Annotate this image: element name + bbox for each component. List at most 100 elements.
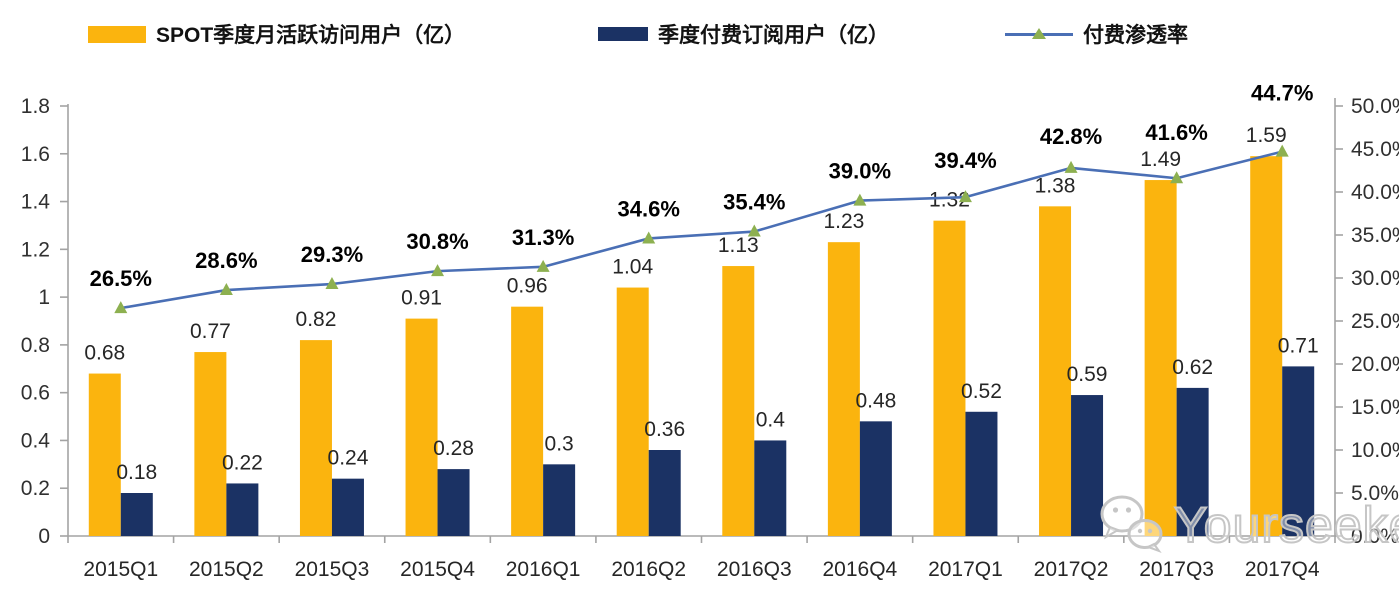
y-axis-left-tick-label: 0.2	[21, 477, 50, 500]
bar-subscribers-value-label: 0.59	[1067, 363, 1108, 386]
y-axis-right-tick-label: 25.0%	[1351, 310, 1399, 333]
penetration-value-label: 34.6%	[618, 196, 680, 221]
y-axis-right-tick-label: 30.0%	[1351, 267, 1399, 290]
bar-subscribers-value-label: 0.22	[222, 451, 263, 474]
penetration-value-label: 39.0%	[829, 159, 891, 184]
bar-mau-value-label: 1.32	[929, 189, 970, 212]
penetration-value-label: 39.4%	[934, 148, 996, 173]
bar-subscribers	[648, 450, 681, 536]
bar-mau-value-label: 1.59	[1246, 124, 1287, 147]
penetration-line-marker	[431, 264, 445, 277]
bar-mau	[827, 242, 860, 536]
bar-subscribers	[1176, 387, 1209, 536]
x-axis-category-label: 2015Q3	[295, 558, 370, 581]
triangle-marker-icon	[1032, 28, 1046, 39]
penetration-value-label: 42.8%	[1040, 124, 1102, 149]
y-axis-right-tick-label: 40.0%	[1351, 181, 1399, 204]
y-axis-left-tick-label: 1.2	[21, 238, 50, 261]
y-axis-left-tick-label: 1.4	[21, 191, 51, 214]
y-axis-right-tick-label: 35.0%	[1351, 224, 1399, 247]
penetration-legend-label: 付费渗透率	[1083, 24, 1188, 47]
y-axis-right-tick-label: 45.0%	[1351, 138, 1399, 161]
bar-mau	[88, 373, 121, 536]
bar-mau	[1039, 206, 1072, 537]
y-axis-left-tick-label: 0.4	[21, 429, 51, 452]
bar-mau-value-label: 0.96	[507, 275, 548, 298]
x-axis-category-label: 2016Q1	[506, 558, 581, 581]
legend-item-subscribers: 季度付费订阅用户（亿）	[598, 19, 889, 49]
penetration-value-label: 29.3%	[301, 242, 363, 267]
bar-mau	[933, 220, 966, 536]
penetration-line-marker	[853, 193, 867, 206]
y-axis-right-tick-label: 0.0%	[1351, 525, 1399, 548]
bar-mau-value-label: 0.77	[190, 320, 231, 343]
x-axis-category-label: 2016Q4	[823, 558, 898, 581]
bar-subscribers	[543, 464, 576, 536]
bar-subscribers	[859, 421, 892, 536]
bar-subscribers-value-label: 0.28	[433, 437, 474, 460]
bar-mau	[1250, 156, 1283, 536]
bar-subscribers-value-label: 0.71	[1278, 334, 1319, 357]
subscribers-legend-swatch	[598, 27, 648, 41]
penetration-line-marker	[219, 283, 233, 296]
bar-subscribers	[331, 478, 364, 536]
x-axis-category-label: 2017Q4	[1245, 558, 1320, 581]
bar-subscribers-value-label: 0.52	[961, 380, 1002, 403]
y-axis-right-tick-label: 15.0%	[1351, 396, 1399, 419]
x-axis-category-label: 2016Q2	[611, 558, 686, 581]
penetration-value-label: 28.6%	[195, 248, 257, 273]
bar-mau	[299, 340, 332, 536]
bar-subscribers-value-label: 0.24	[328, 447, 369, 470]
penetration-value-label: 31.3%	[512, 225, 574, 250]
bar-subscribers-value-label: 0.62	[1172, 356, 1213, 379]
bar-mau-value-label: 1.38	[1035, 174, 1076, 197]
bar-subscribers	[226, 483, 259, 536]
y-axis-left-tick-label: 1.8	[21, 95, 50, 118]
y-axis-right-tick-label: 20.0%	[1351, 353, 1399, 376]
bar-mau-value-label: 1.04	[612, 256, 653, 279]
wechat-icon	[1100, 495, 1163, 554]
bar-subscribers	[437, 469, 470, 536]
penetration-value-label: 35.4%	[723, 190, 785, 215]
bar-mau-value-label: 0.68	[84, 342, 125, 365]
y-axis-right-tick-label: 5.0%	[1351, 482, 1399, 505]
penetration-line-marker	[1170, 171, 1184, 184]
penetration-value-label: 41.6%	[1145, 120, 1207, 145]
bar-subscribers-value-label: 0.48	[855, 389, 896, 412]
bar-subscribers	[1071, 395, 1104, 536]
bar-subscribers	[965, 411, 998, 536]
x-axis-category-label: 2017Q3	[1139, 558, 1214, 581]
penetration-line-marker	[747, 224, 761, 237]
bar-mau-value-label: 1.23	[823, 210, 864, 233]
watermark: Yourseeker	[1096, 489, 1399, 561]
penetration-legend-swatch	[1005, 27, 1073, 41]
penetration-line-marker	[642, 231, 656, 244]
penetration-line	[120, 150, 1283, 310]
penetration-line-marker	[114, 301, 128, 314]
penetration-line-marker	[1275, 144, 1289, 157]
penetration-line-marker	[958, 190, 972, 203]
bar-subscribers-value-label: 0.4	[756, 408, 786, 431]
bar-mau	[722, 266, 755, 536]
bar-mau	[194, 352, 227, 536]
x-axis-category-label: 2015Q1	[83, 558, 158, 581]
bar-mau-value-label: 0.91	[401, 287, 442, 310]
watermark-text: Yourseeker	[1173, 496, 1399, 554]
subscribers-legend-label: 季度付费订阅用户（亿）	[658, 24, 889, 47]
x-axis-category-label: 2017Q2	[1034, 558, 1109, 581]
bar-mau	[511, 306, 544, 536]
y-axis-left-tick-label: 1	[38, 286, 50, 309]
bar-subscribers-value-label: 0.18	[116, 461, 157, 484]
x-axis-category-label: 2015Q4	[400, 558, 475, 581]
penetration-line-marker	[1064, 160, 1078, 173]
bar-mau-value-label: 1.49	[1140, 148, 1181, 171]
bar-mau-value-label: 1.13	[718, 234, 759, 257]
bar-mau	[616, 287, 649, 536]
mau-legend-label: SPOT季度月活跃访问用户（亿）	[156, 24, 466, 47]
bar-mau-value-label: 0.82	[296, 308, 337, 331]
x-axis-category-label: 2015Q2	[189, 558, 264, 581]
y-axis-right-tick-label: 10.0%	[1351, 439, 1399, 462]
bar-mau	[405, 318, 438, 536]
